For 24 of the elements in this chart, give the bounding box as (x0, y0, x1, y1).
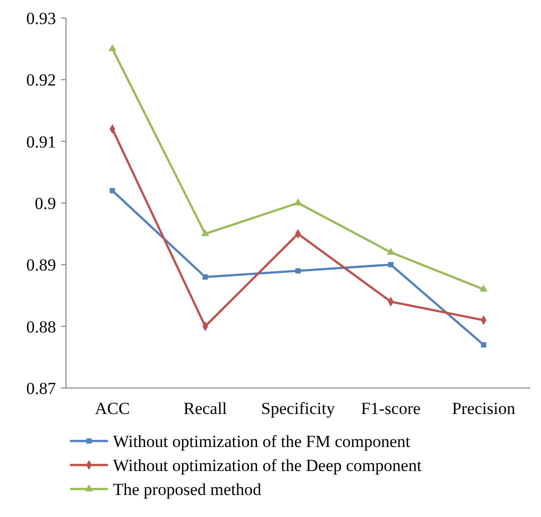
y-tick-label: 0.91 (26, 132, 56, 152)
y-tick-label: 0.89 (26, 256, 56, 275)
y-tick-label: 0.93 (26, 8, 56, 28)
legend-label: Without optimization of the FM component (113, 432, 411, 451)
point (201, 229, 210, 236)
point (110, 188, 116, 194)
point (108, 44, 116, 52)
x-tick-label: Recall (183, 399, 228, 418)
point (388, 262, 394, 268)
point (295, 268, 301, 274)
y-tick-label: 0.92 (26, 70, 56, 90)
point (480, 342, 486, 348)
point (386, 248, 395, 255)
x-tick-label: F1-score (361, 399, 421, 418)
x-tick-label: Specificity (261, 399, 336, 418)
x-tick-label: ACC (94, 399, 130, 418)
point (202, 274, 208, 280)
legend-label: The proposed method (113, 480, 262, 499)
point (480, 284, 488, 292)
y-tick-label: 0.88 (26, 317, 56, 336)
y-tick-label: 0.87 (26, 378, 56, 398)
y-tick-label: 0.9 (34, 194, 56, 213)
x-tick-label: Precision (452, 399, 516, 418)
legend-label: Without optimization of the Deep component (113, 456, 422, 475)
